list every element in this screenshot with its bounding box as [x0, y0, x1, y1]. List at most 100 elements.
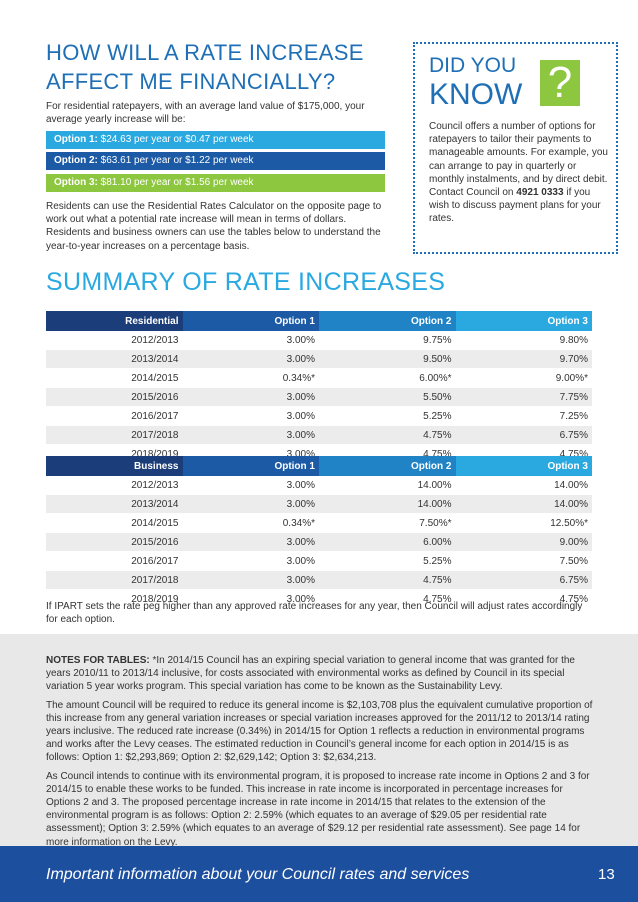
residents-note: Residents can use the Residential Rates …: [46, 201, 382, 252]
table-cell: 12.50%*: [455, 513, 592, 533]
table-row: 2014/2015 0.34%* 7.50%* 12.50%*: [46, 513, 592, 533]
table-cell: 3.00%: [182, 425, 319, 445]
table-cell: 5.50%: [319, 387, 456, 407]
dyk-body: if you wish to discuss payment plans for…: [429, 187, 601, 225]
table-cell: 2012/2013: [46, 476, 183, 495]
did-you-know-box: DID YOU KNOW ? Council offers a number o…: [413, 42, 618, 254]
table-row: 2016/2017 3.00% 5.25% 7.25%: [46, 406, 592, 426]
dyk-text: Council offers a number of options for r…: [429, 120, 609, 226]
table-cell: 4.75%: [455, 589, 592, 609]
page-number: 13: [598, 866, 615, 883]
table-row: 2015/2016 3.00% 5.50% 7.75%: [46, 387, 592, 407]
table-cell: 7.75%: [455, 387, 592, 407]
table-row: 2015/2016 3.00% 6.00% 9.00%: [46, 532, 592, 552]
table-cell: 9.00%*: [455, 368, 592, 388]
option-label: Option 2:: [54, 155, 98, 166]
header-cell: Option 2: [319, 456, 456, 476]
table-row: 2012/2013 3.00% 14.00% 14.00%: [46, 476, 592, 495]
table-row: 2013/2014 3.00% 14.00% 14.00%: [46, 494, 592, 514]
table-cell: 2017/2018: [46, 570, 183, 590]
table-cell: 4.75%: [319, 589, 456, 609]
option-text: $81.10 per year or $1.56 per week: [100, 177, 254, 188]
table-cell: 2012/2013: [46, 331, 183, 350]
table-cell: 7.50%*: [319, 513, 456, 533]
option-label: Option 1:: [54, 134, 98, 145]
table-cell: 2013/2014: [46, 494, 183, 514]
dyk-title: KNOW: [429, 78, 523, 111]
dyk-title: DID YOU: [429, 54, 517, 77]
summary-title: SUMMARY OF RATE INCREASES: [46, 268, 446, 296]
ipart-note: If IPART sets the rate peg higher than a…: [46, 601, 583, 626]
option-bar: Option 2: $63.61 per year or $1.22 per w…: [46, 152, 385, 170]
header-cell: Option 3: [455, 456, 592, 476]
notes-paragraph: As Council intends to continue with its …: [46, 770, 594, 849]
table-cell: 14.00%: [455, 494, 592, 514]
table-cell: 6.00%: [319, 532, 456, 552]
table-cell: 3.00%: [182, 349, 319, 369]
table-row: 2014/2015 0.34%* 6.00%* 9.00%*: [46, 368, 592, 388]
table-row: 2017/2018 3.00% 4.75% 6.75%: [46, 425, 592, 445]
table-cell: 2018/2019: [46, 589, 183, 609]
option-label: Option 3:: [54, 177, 98, 188]
table-cell: 9.00%: [455, 532, 592, 552]
table-cell: 14.00%: [319, 476, 456, 495]
notes-paragraph: The amount Council will be required to r…: [46, 699, 594, 765]
table-cell: 4.75%: [319, 570, 456, 590]
notes-text: As Council intends to continue with its …: [46, 770, 590, 848]
table-cell: 6.75%: [455, 570, 592, 590]
table-cell: 3.00%: [182, 387, 319, 407]
header-row: Business Option 1 Option 2 Option 3: [46, 456, 592, 476]
table-cell: 2013/2014: [46, 349, 183, 369]
table-cell: 0.34%*: [182, 513, 319, 533]
header-cell: Business: [46, 456, 183, 476]
dyk-icon: ?: [540, 60, 580, 106]
table-cell: 2015/2016: [46, 532, 183, 552]
table-cell: 6.75%: [455, 425, 592, 445]
table-cell: 3.00%: [182, 570, 319, 590]
table-cell: 6.00%*: [319, 368, 456, 388]
header-cell: Option 1: [182, 456, 319, 476]
header-cell: Option 3: [455, 311, 592, 331]
table-cell: 3.00%: [182, 494, 319, 514]
table-cell: 14.00%: [319, 494, 456, 514]
table-cell: 9.70%: [455, 349, 592, 369]
table-cell: 3.00%: [182, 551, 319, 571]
dyk-phone: 4921 0333: [516, 187, 564, 199]
notes-text: The amount Council will be required to r…: [46, 699, 593, 764]
notes-body: NOTES FOR TABLES: *In 2014/15 Council ha…: [46, 654, 594, 854]
table-row: 2012/2013 3.00% 9.75% 9.80%: [46, 331, 592, 350]
table-cell: 9.80%: [455, 331, 592, 350]
table-cell: 4.75%: [319, 425, 456, 445]
table-cell: 7.25%: [455, 406, 592, 426]
table-cell: 2014/2015: [46, 368, 183, 388]
header-cell: Option 2: [319, 311, 456, 331]
rate-table: Residential Option 1 Option 2 Option 3 2012/…: [46, 311, 592, 464]
table-cell: 3.00%: [182, 476, 319, 495]
header-cell: Residential: [46, 311, 183, 331]
intro: For residential ratepayers, with an aver…: [46, 101, 365, 125]
table-cell: 3.00%: [182, 331, 319, 350]
footer-tagline: Important information about your Council…: [46, 866, 470, 883]
table-row: 2017/2018 3.00% 4.75% 6.75%: [46, 570, 592, 590]
notes-section: NOTES FOR TABLES: *In 2014/15 Council ha…: [0, 634, 638, 848]
option-text: $24.63 per year or $0.47 per week: [100, 134, 254, 145]
table-cell: 9.50%: [319, 349, 456, 369]
table-cell: 5.25%: [319, 406, 456, 426]
table-cell: 7.50%: [455, 551, 592, 571]
table-cell: 2017/2018: [46, 425, 183, 445]
dyk-body: Council offers a number of options for r…: [429, 121, 608, 199]
table-cell: 2015/2016: [46, 387, 183, 407]
table-row: 2018/2019 3.00% 4.75% 4.75%: [46, 589, 592, 609]
table-cell: 3.00%: [182, 532, 319, 552]
table-cell: 14.00%: [455, 476, 592, 495]
notes-paragraph: NOTES FOR TABLES: *In 2014/15 Council ha…: [46, 654, 594, 694]
table-row: 2013/2014 3.00% 9.50% 9.70%: [46, 349, 592, 369]
notes-label: NOTES FOR TABLES:: [46, 655, 150, 666]
header-cell: Option 1: [182, 311, 319, 331]
footer: Important information about your Council…: [0, 846, 638, 902]
table-cell: 2014/2015: [46, 513, 183, 533]
rate-table: Business Option 1 Option 2 Option 3 2012/201…: [46, 456, 592, 609]
option-text: $63.61 per year or $1.22 per week: [100, 155, 254, 166]
table-cell: 2016/2017: [46, 551, 183, 571]
